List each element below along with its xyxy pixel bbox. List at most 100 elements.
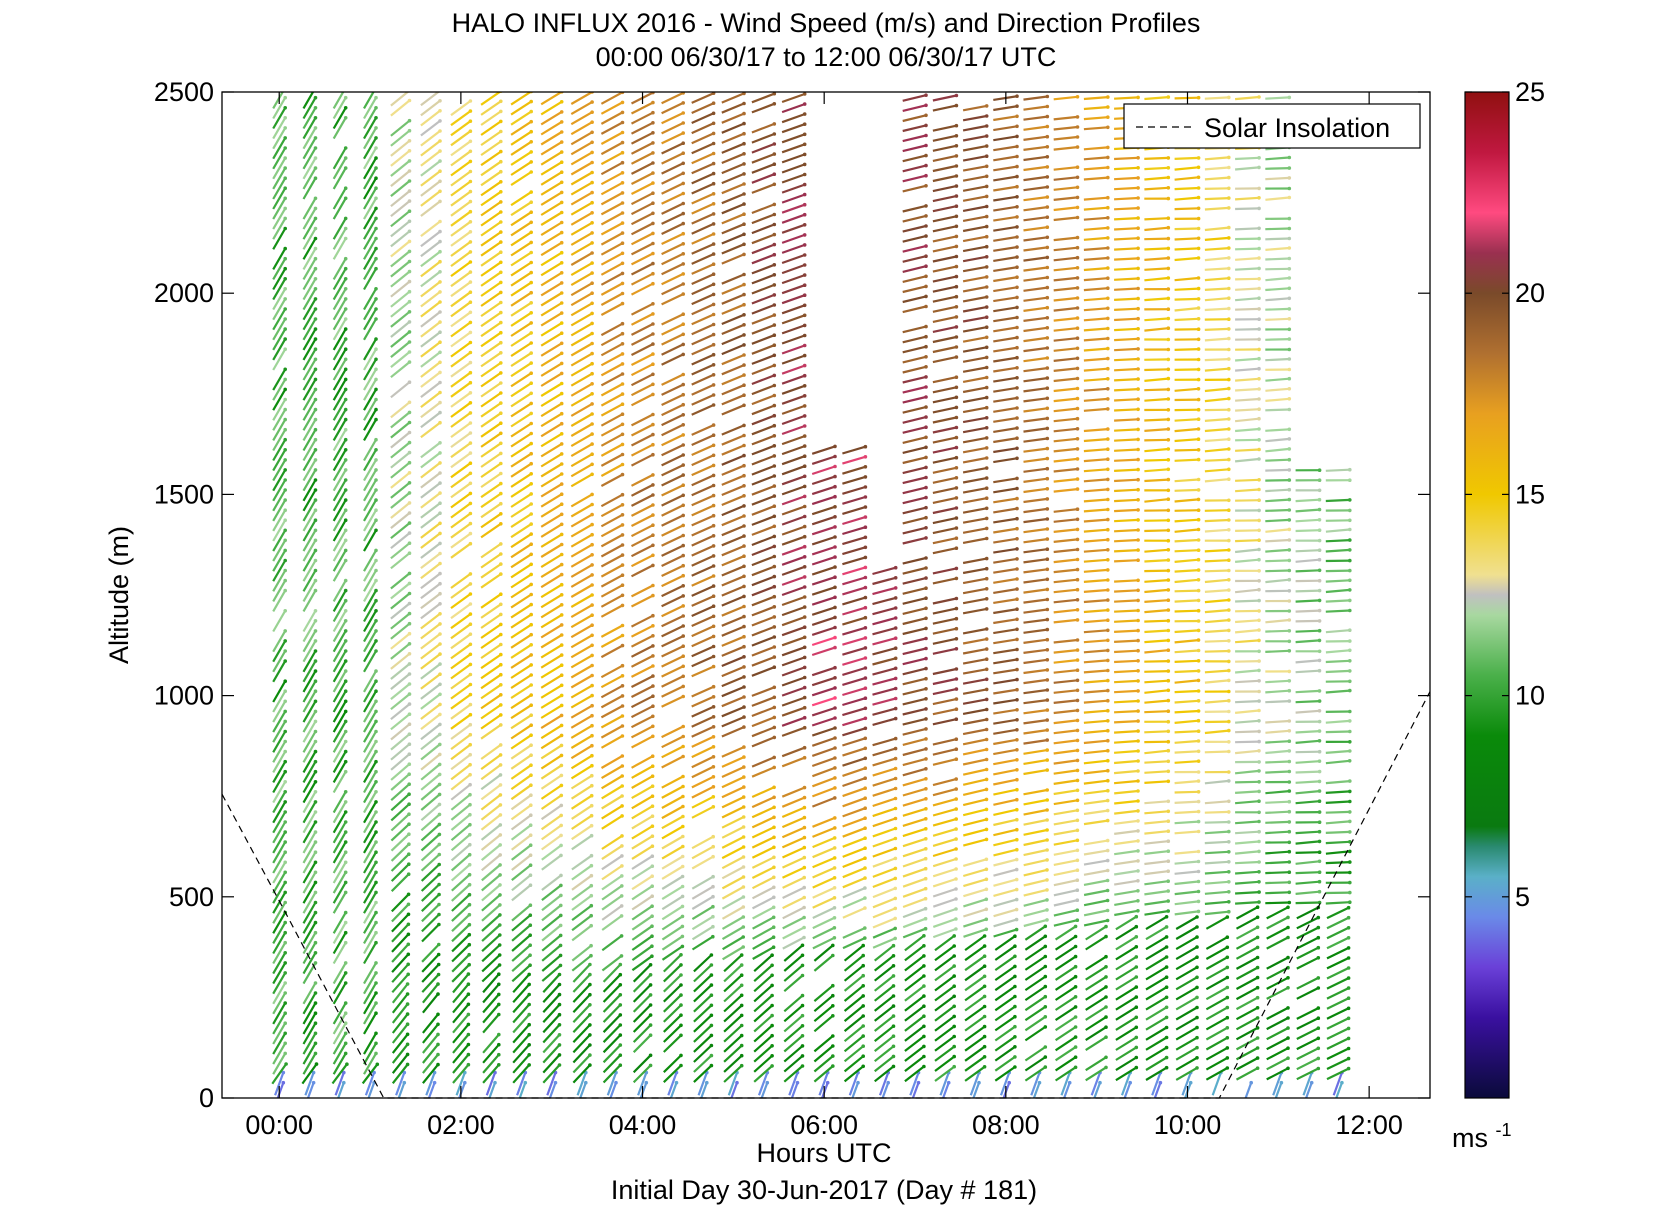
wind-vector-head [984, 827, 989, 832]
wind-vector-head [407, 571, 412, 576]
wind-vector [272, 650, 287, 673]
wind-vector [691, 705, 715, 718]
wind-vector-head [497, 1042, 501, 1047]
wind-vector [962, 658, 987, 665]
wind-vector-head [497, 982, 501, 987]
wind-vector-head [590, 402, 594, 406]
wind-vector [572, 1004, 591, 1023]
wind-vector [363, 670, 377, 693]
wind-vector-head [681, 322, 685, 327]
wind-vector [1023, 487, 1048, 494]
wind-vector-head [438, 350, 442, 355]
wind-vector-head [313, 840, 318, 844]
wind-vector [1023, 788, 1048, 796]
wind-vector-head [468, 712, 473, 717]
wind-vector [540, 784, 563, 800]
wind-vector-head [833, 575, 837, 579]
wind-vector [721, 675, 745, 688]
wind-vector [363, 479, 377, 502]
wind-vector [811, 716, 836, 727]
wind-vector [993, 718, 1018, 725]
wind-vector [1024, 945, 1046, 961]
wind-vector [1083, 859, 1108, 866]
wind-vector [450, 753, 471, 771]
wind-vector-head [984, 687, 989, 692]
wind-vector-head [1075, 255, 1080, 260]
wind-vector [571, 944, 592, 962]
wind-vector [420, 743, 441, 761]
wind-vector [902, 184, 927, 193]
wind-vector-head [1045, 888, 1049, 892]
wind-vector [993, 698, 1018, 705]
wind-vector-head [407, 420, 412, 425]
wind-vector [721, 545, 745, 557]
wind-vector [962, 245, 987, 253]
wind-vector [781, 314, 806, 325]
wind-vector [721, 585, 745, 597]
wind-vector-head [893, 676, 898, 681]
wind-vector-head [313, 729, 318, 734]
wind-vector [480, 190, 502, 207]
wind-vector [811, 556, 836, 566]
wind-vector-head [313, 951, 318, 955]
wind-vector [363, 197, 377, 220]
wind-vector [753, 1044, 773, 1063]
wind-vector [542, 1044, 561, 1064]
wind-vector-head [1015, 94, 1019, 98]
wind-vector-head [438, 551, 442, 556]
wind-vector [600, 362, 624, 377]
wind-vector-head [283, 850, 288, 854]
wind-vector [420, 441, 441, 459]
wind-vector-head [313, 669, 318, 673]
wind-vector [420, 311, 441, 328]
wind-vector [480, 442, 502, 458]
wind-vector [1023, 125, 1048, 131]
wind-vector [480, 291, 502, 307]
wind-vector [570, 463, 593, 478]
wind-vector-head [468, 109, 473, 113]
wind-vector-head [468, 682, 473, 687]
wind-vector-head [1045, 235, 1050, 240]
wind-vector [510, 231, 532, 247]
wind-vector [1023, 568, 1048, 574]
wind-vector [932, 265, 957, 273]
wind-vector [600, 222, 624, 236]
wind-vector-head [648, 993, 653, 997]
wind-vector-head [711, 463, 716, 468]
wind-vector [1023, 668, 1048, 675]
wind-vector-head [499, 602, 503, 607]
wind-vector [450, 673, 472, 690]
wind-vector [480, 130, 502, 147]
wind-vector-head [863, 866, 867, 870]
wind-vector [631, 453, 654, 467]
wind-vector-head [438, 622, 442, 626]
wind-vector [1023, 699, 1048, 705]
wind-vector [843, 964, 864, 982]
wind-vector-head [681, 141, 685, 145]
wind-vector-head [499, 340, 503, 345]
wind-vector [902, 436, 927, 444]
wind-vector [363, 459, 377, 482]
wind-vector [932, 927, 957, 939]
wind-vector [332, 338, 347, 361]
wind-vector [600, 634, 624, 648]
wind-vector-head [648, 973, 653, 977]
wind-vector [1053, 779, 1078, 785]
wind-vector [693, 954, 713, 973]
wind-vector [962, 607, 987, 615]
wind-vector-head [982, 964, 987, 968]
wind-vector [600, 594, 624, 608]
wind-vector-head [499, 542, 503, 546]
wind-vector-head [313, 176, 318, 180]
wind-vector-head [833, 635, 837, 640]
wind-vector-head [499, 622, 503, 627]
wind-vector-head [620, 110, 625, 115]
wind-vector [1023, 749, 1048, 755]
wind-vector [332, 499, 347, 522]
wind-vector-head [529, 230, 533, 235]
wind-vector [902, 496, 927, 505]
wind-vector-head [833, 605, 837, 610]
wind-vector [570, 644, 593, 659]
wind-vector-head [374, 367, 378, 372]
wind-vector [783, 994, 804, 1013]
